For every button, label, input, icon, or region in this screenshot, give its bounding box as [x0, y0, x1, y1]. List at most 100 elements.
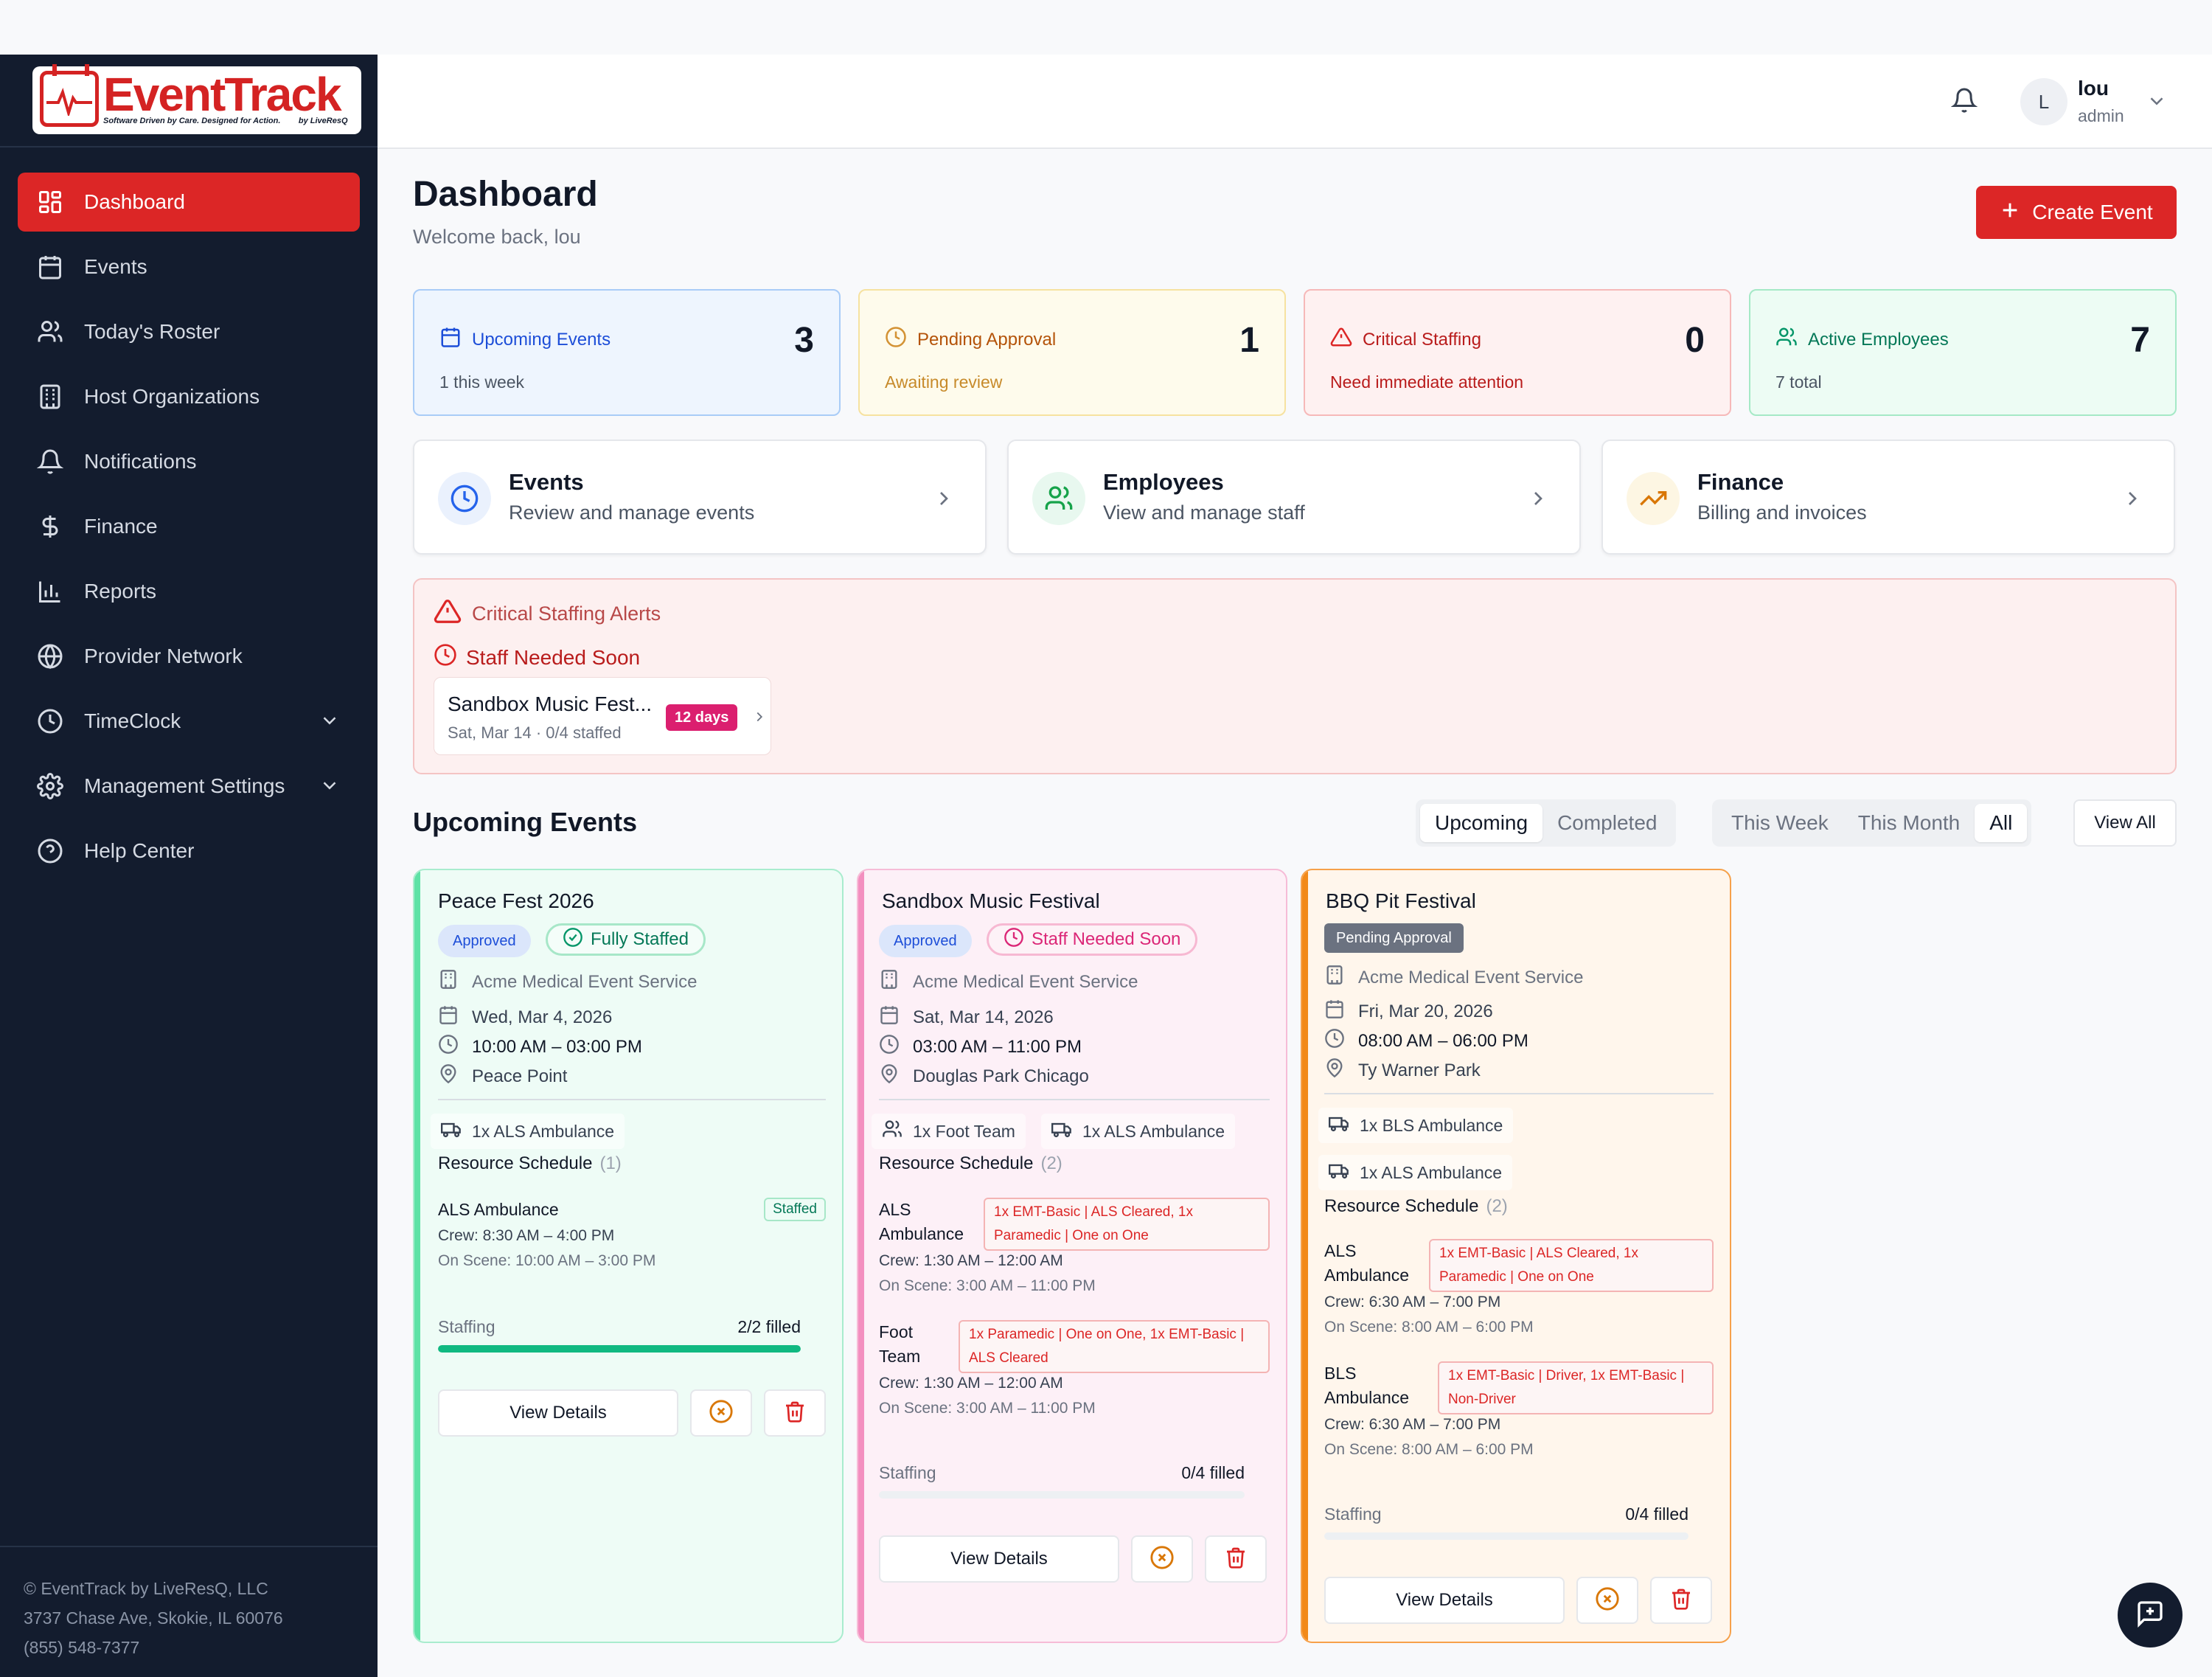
- cancel-event-button[interactable]: [1131, 1535, 1193, 1583]
- event-provider: Acme Medical Event Service: [438, 969, 697, 995]
- stat-card-active-employees[interactable]: Active Employees 7 total 7: [1749, 289, 2177, 416]
- resource-crew-time: Crew: 6:30 AM – 7:00 PM: [1324, 1416, 1501, 1433]
- clock-icon: [438, 1034, 459, 1060]
- sidebar-item-host-organizations[interactable]: Host Organizations: [18, 367, 360, 426]
- resource-crew-time: Crew: 6:30 AM – 7:00 PM: [1324, 1294, 1501, 1310]
- chevron-down-icon[interactable]: [319, 709, 341, 737]
- users-icon: [35, 317, 65, 347]
- user-name[interactable]: lou: [2078, 77, 2109, 100]
- event-title: Peace Fest 2026: [438, 889, 594, 912]
- event-card-bbq-pit-festival[interactable]: BBQ Pit Festival Pending Approval Acme M…: [1301, 869, 1731, 1643]
- dollar-icon: [35, 512, 65, 541]
- quick-link-title: Finance: [1697, 469, 1784, 495]
- sidebar-footer: © EventTrack by LiveResQ, LLC 3737 Chase…: [0, 1546, 378, 1677]
- x-circle-icon: [1595, 1586, 1620, 1615]
- chat-button[interactable]: [2118, 1583, 2183, 1648]
- view-details-button[interactable]: View Details: [1324, 1577, 1565, 1624]
- chevron-right-icon: [751, 709, 768, 729]
- trending-up-icon: [1627, 472, 1680, 525]
- resource-name: BLS Ambulance: [1324, 1364, 1410, 1407]
- tab-upcoming[interactable]: Upcoming: [1420, 804, 1543, 842]
- map-pin-icon: [879, 1063, 900, 1089]
- event-title: BBQ Pit Festival: [1326, 889, 1476, 912]
- resource-schedule-title: Resource Schedule (1): [438, 1153, 622, 1173]
- stat-card-critical-staffing[interactable]: Critical Staffing Need immediate attenti…: [1304, 289, 1731, 416]
- chevron-right-icon: [932, 487, 956, 514]
- stat-card-upcoming-events[interactable]: Upcoming Events 1 this week 3: [413, 289, 841, 416]
- sidebar-item-reports[interactable]: Reports: [18, 562, 360, 621]
- quick-link-events[interactable]: Events Review and manage events: [413, 440, 987, 555]
- building-icon: [879, 969, 900, 995]
- quick-link-finance[interactable]: Finance Billing and invoices: [1601, 440, 2175, 555]
- users-icon: [882, 1119, 902, 1144]
- sidebar-item-events[interactable]: Events: [18, 237, 360, 296]
- sidebar-item-management-settings[interactable]: Management Settings: [18, 757, 360, 816]
- range-tabs: This Week This Month All: [1712, 799, 2032, 847]
- resource-chip: 1x ALS Ambulance: [1318, 1155, 1513, 1190]
- resource-chip: 1x BLS Ambulance: [1318, 1108, 1514, 1143]
- logo[interactable]: EventTrack Software Driven by Care. Desi…: [32, 64, 361, 134]
- sidebar-item-finance[interactable]: Finance: [18, 497, 360, 556]
- tab-this-month[interactable]: This Month: [1857, 811, 1961, 834]
- bell-icon[interactable]: [1950, 87, 1978, 117]
- sidebar-item-roster[interactable]: Today's Roster: [18, 302, 360, 361]
- event-location: Peace Point: [438, 1063, 567, 1089]
- alert-card[interactable]: Sandbox Music Fest... Sat, Mar 14 · 0/4 …: [434, 677, 771, 755]
- clock-icon: [879, 1034, 900, 1060]
- delete-event-button[interactable]: [764, 1389, 826, 1437]
- building-icon: [1324, 965, 1345, 990]
- calendar-icon: [1324, 999, 1345, 1024]
- delete-event-button[interactable]: [1205, 1535, 1267, 1583]
- gear-icon: [35, 771, 65, 801]
- quick-link-employees[interactable]: Employees View and manage staff: [1007, 440, 1581, 555]
- staffing-label: Staffing: [438, 1317, 495, 1336]
- event-location: Ty Warner Park: [1324, 1058, 1481, 1083]
- building-icon: [35, 382, 65, 412]
- sidebar-item-dashboard[interactable]: Dashboard: [18, 173, 360, 232]
- staffing-progress: [1324, 1532, 1688, 1540]
- view-details-button[interactable]: View Details: [438, 1389, 678, 1437]
- event-card-peace-fest[interactable]: Peace Fest 2026 Approved Fully Staffed A…: [413, 869, 844, 1643]
- event-provider: Acme Medical Event Service: [879, 969, 1138, 995]
- delete-event-button[interactable]: [1650, 1577, 1712, 1624]
- quick-link-sub: View and manage staff: [1103, 501, 1305, 524]
- stat-label: Pending Approval: [917, 329, 1057, 350]
- sidebar-item-label: Notifications: [84, 450, 197, 473]
- brand-name: EventTrack: [103, 68, 342, 121]
- sidebar-item-notifications[interactable]: Notifications: [18, 432, 360, 491]
- clock-icon: [35, 706, 65, 736]
- calendar-icon: [879, 1004, 900, 1030]
- map-pin-icon: [1324, 1058, 1345, 1083]
- event-location: Douglas Park Chicago: [879, 1063, 1089, 1089]
- staffing-value: 2/2 filled: [737, 1317, 801, 1336]
- view-details-button[interactable]: View Details: [879, 1535, 1119, 1583]
- resource-name: ALS Ambulance: [1324, 1241, 1410, 1285]
- avatar[interactable]: L: [2020, 78, 2067, 125]
- sidebar-item-help-center[interactable]: Help Center: [18, 822, 360, 881]
- create-event-button[interactable]: Create Event: [1976, 186, 2177, 239]
- stat-label: Critical Staffing: [1363, 329, 1481, 350]
- globe-icon: [35, 642, 65, 671]
- divider: [438, 1099, 826, 1100]
- chevron-down-icon[interactable]: [319, 774, 341, 802]
- tab-all[interactable]: All: [1975, 804, 2028, 842]
- chevron-down-icon[interactable]: [2146, 90, 2168, 116]
- staffing-value: 0/4 filled: [1625, 1504, 1688, 1524]
- sidebar-item-timeclock[interactable]: TimeClock: [18, 692, 360, 751]
- clock-icon: [438, 472, 491, 525]
- cancel-event-button[interactable]: [1576, 1577, 1638, 1624]
- clock-icon: [885, 326, 907, 353]
- event-card-sandbox-music-festival[interactable]: Sandbox Music Festival Approved Staff Ne…: [857, 869, 1287, 1643]
- tab-completed[interactable]: Completed: [1557, 811, 1658, 834]
- sidebar-item-label: TimeClock: [84, 709, 181, 732]
- sidebar-item-provider-network[interactable]: Provider Network: [18, 627, 360, 686]
- event-date: Sat, Mar 14, 2026: [879, 1004, 1054, 1030]
- sidebar-item-label: Today's Roster: [84, 320, 220, 343]
- cancel-event-button[interactable]: [690, 1389, 752, 1437]
- stat-card-pending-approval[interactable]: Pending Approval Awaiting review 1: [858, 289, 1286, 416]
- view-all-button[interactable]: View All: [2073, 799, 2177, 847]
- tab-this-week[interactable]: This Week: [1731, 811, 1829, 834]
- stat-sub: 7 total: [1775, 372, 1822, 392]
- alerts-title: Critical Staffing Alerts: [472, 603, 661, 625]
- sidebar-item-label: Provider Network: [84, 645, 243, 667]
